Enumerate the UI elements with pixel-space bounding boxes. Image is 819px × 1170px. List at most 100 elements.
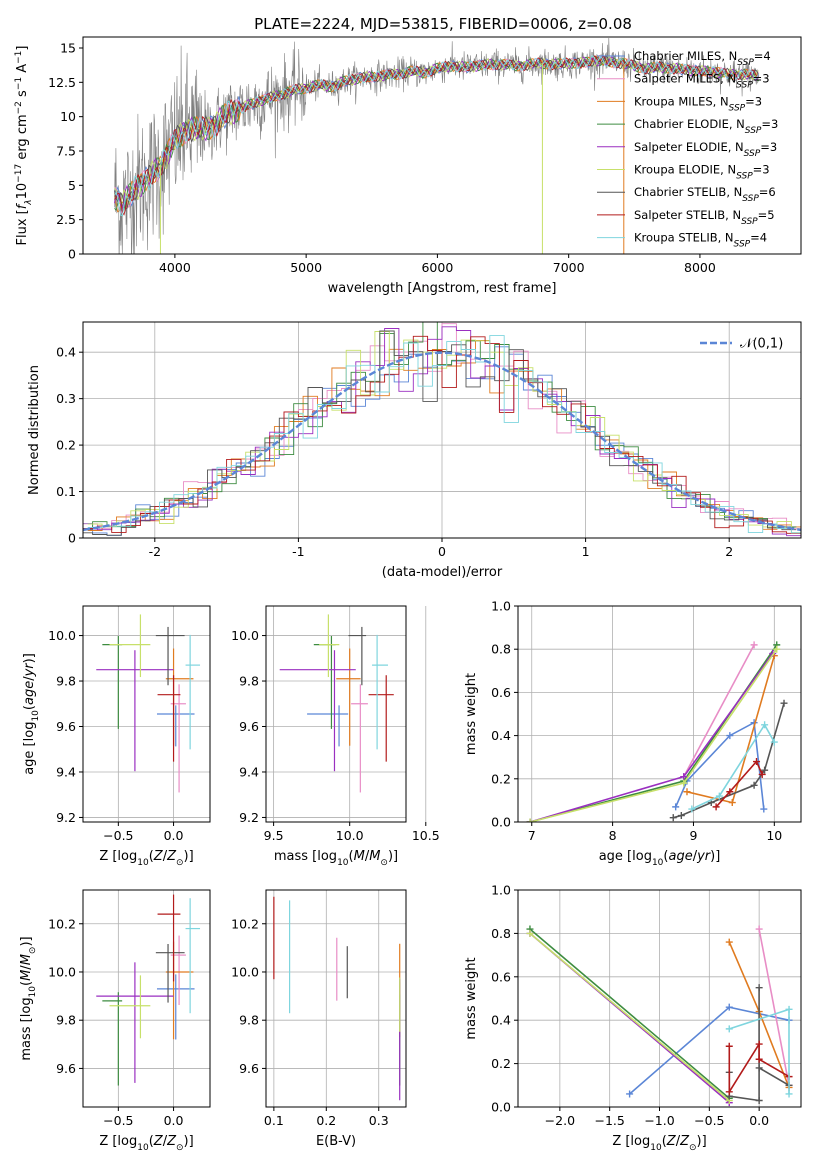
- weight_vs_Z-xtick-label: −1.0: [644, 1113, 674, 1128]
- residuals-xlabel: (data-model)/error: [382, 565, 503, 580]
- weight_vs_Z-xtick-label: 0.0: [749, 1113, 769, 1128]
- label-part: ⊙: [176, 858, 184, 868]
- weight-marker: [683, 788, 691, 796]
- residuals-xtick-label: 2: [725, 544, 733, 559]
- weight-marker: [755, 1040, 763, 1048]
- label-part: 10: [337, 858, 349, 868]
- weight_vs_age-xlabel: age [log10(age/yr)]: [599, 849, 721, 868]
- label-part: (: [19, 981, 34, 986]
- legend-entry: Chabrier ELODIE, NSSP=3: [634, 117, 778, 136]
- weight_vs_Z-xtick-label: −2.0: [545, 1113, 575, 1128]
- label-part: Z: [166, 1134, 177, 1149]
- weight-marker: [726, 788, 734, 796]
- age_vs_Z-ytick-label: 9.8: [56, 674, 76, 689]
- label-part: SSP: [734, 240, 751, 250]
- spectrum-ytick-label: 0: [68, 247, 76, 262]
- label-part: =6: [759, 185, 776, 199]
- weight_vs_Z-ytick-label: 0.2: [491, 1056, 511, 1071]
- errorbar-point: [102, 992, 123, 1086]
- weight-line: [529, 928, 730, 1099]
- weight_vs_Z-ytick-label: 0.8: [491, 926, 511, 941]
- label-part: =3: [745, 94, 762, 108]
- spectrum-ylabel: Flux [fλ10−17 erg cm−2 s−1 A−1]: [14, 46, 34, 246]
- spectrum-model-line: [114, 55, 760, 217]
- errorbar-point: [157, 894, 181, 982]
- weight-marker: [785, 1005, 793, 1013]
- label-part: /: [163, 849, 168, 864]
- label-part: =3: [753, 163, 770, 177]
- errorbar-point: [102, 636, 123, 729]
- weight-marker: [780, 699, 788, 707]
- label-part: SSP: [736, 81, 753, 91]
- label-part: E(B-V): [316, 1134, 356, 1149]
- errorbar-point: [109, 975, 151, 1039]
- spectrum-xtick-label: 8000: [684, 260, 716, 275]
- legend-entry: Salpeter MILES, NSSP=3: [634, 72, 770, 91]
- errorbar-point: [185, 898, 201, 1014]
- weight_vs_age-ytick-label: 0.0: [491, 815, 511, 830]
- label-part: (: [149, 849, 154, 864]
- age_vs_mass-xtick-label: 10.5: [412, 828, 440, 843]
- mass_vs_Z-ylabel: mass [log10(M/M⊙)]: [19, 936, 38, 1060]
- label-part: SSP: [729, 103, 746, 113]
- label-part: M: [19, 954, 34, 965]
- residuals-axes: -2 -1 0 1 2 0 0.1 0.2 0.3 0.4 (data-model)/error No…: [27, 321, 802, 580]
- label-part: age [log: [599, 849, 652, 864]
- figure-title: PLATE=2224, MJD=53815, FIBERID=0006, z=0…: [254, 15, 632, 33]
- label-part: Z: [153, 849, 164, 864]
- weight-marker: [725, 1025, 733, 1033]
- age_vs_Z-ylabel: age [log10(age/yr)]: [22, 653, 41, 775]
- label-part: −2: [14, 101, 24, 114]
- weight-marker: [725, 1088, 733, 1096]
- weight-marker: [785, 1090, 793, 1098]
- errorbar-point: [279, 650, 356, 772]
- label-part: Z: [166, 849, 177, 864]
- normal-curve: [83, 351, 801, 532]
- legend-entry: Chabrier MILES, NSSP=4: [634, 49, 771, 68]
- label-part: 10: [15, 183, 30, 200]
- mass_vs_ebv-ytick-label: 9.8: [239, 1013, 259, 1028]
- histogram-step: [87, 339, 801, 531]
- spectrum-xtick-label: 7000: [553, 260, 585, 275]
- label-part: )]: [22, 653, 37, 663]
- label-part: 10: [137, 858, 149, 868]
- label-part: SSP: [745, 126, 762, 136]
- age_vs_mass-ytick-label: 9.4: [239, 764, 259, 779]
- label-part: =4: [754, 49, 771, 63]
- errorbar-point: [313, 636, 336, 729]
- weight-marker: [672, 803, 680, 811]
- weight-marker: [680, 773, 688, 781]
- weight_vs_Z-ylabel: mass weight: [464, 957, 479, 1039]
- label-part: erg cm: [15, 114, 30, 163]
- label-part: SSP: [737, 58, 754, 68]
- label-part: Normed distribution: [27, 365, 42, 495]
- label-part: −1: [14, 77, 24, 90]
- weight_vs_Z-xtick-label: −1.5: [594, 1113, 624, 1128]
- histogram-step: [83, 326, 801, 537]
- label-part: =3: [753, 72, 770, 86]
- label-part: /: [676, 1134, 681, 1149]
- legend-entry: Salpeter STELIB, NSSP=5: [634, 208, 775, 227]
- label-part: λ: [24, 199, 34, 205]
- weight-marker: [626, 1090, 634, 1098]
- label-part: mass [log: [274, 849, 337, 864]
- age_vs_Z-plot: [96, 614, 201, 793]
- weight_vs_Z-xlabel: Z [log10(Z/Z⊙)]: [612, 1134, 706, 1153]
- age_vs_Z-xtick-label: −0.5: [103, 828, 133, 843]
- weight-marker: [753, 758, 761, 766]
- mass_vs_Z-ytick-label: 9.6: [56, 1061, 76, 1076]
- age_vs_mass-ytick-label: 10.0: [231, 628, 259, 643]
- mass_vs_ebv-ytick-label: 9.6: [239, 1061, 259, 1076]
- weight-line: [715, 760, 763, 808]
- label-part: =5: [758, 208, 775, 222]
- mass_vs_Z-ytick-label: 10.0: [48, 964, 76, 979]
- label-part: Flux [: [15, 209, 30, 245]
- errorbar-point: [336, 648, 361, 746]
- residuals-ytick-label: 0.2: [56, 438, 76, 453]
- label-part: ⊙: [28, 947, 38, 955]
- spectrum-model-line: [114, 55, 759, 216]
- age_vs_mass-plot: [279, 614, 394, 793]
- label-part: Chabrier ELODIE, N: [634, 117, 745, 131]
